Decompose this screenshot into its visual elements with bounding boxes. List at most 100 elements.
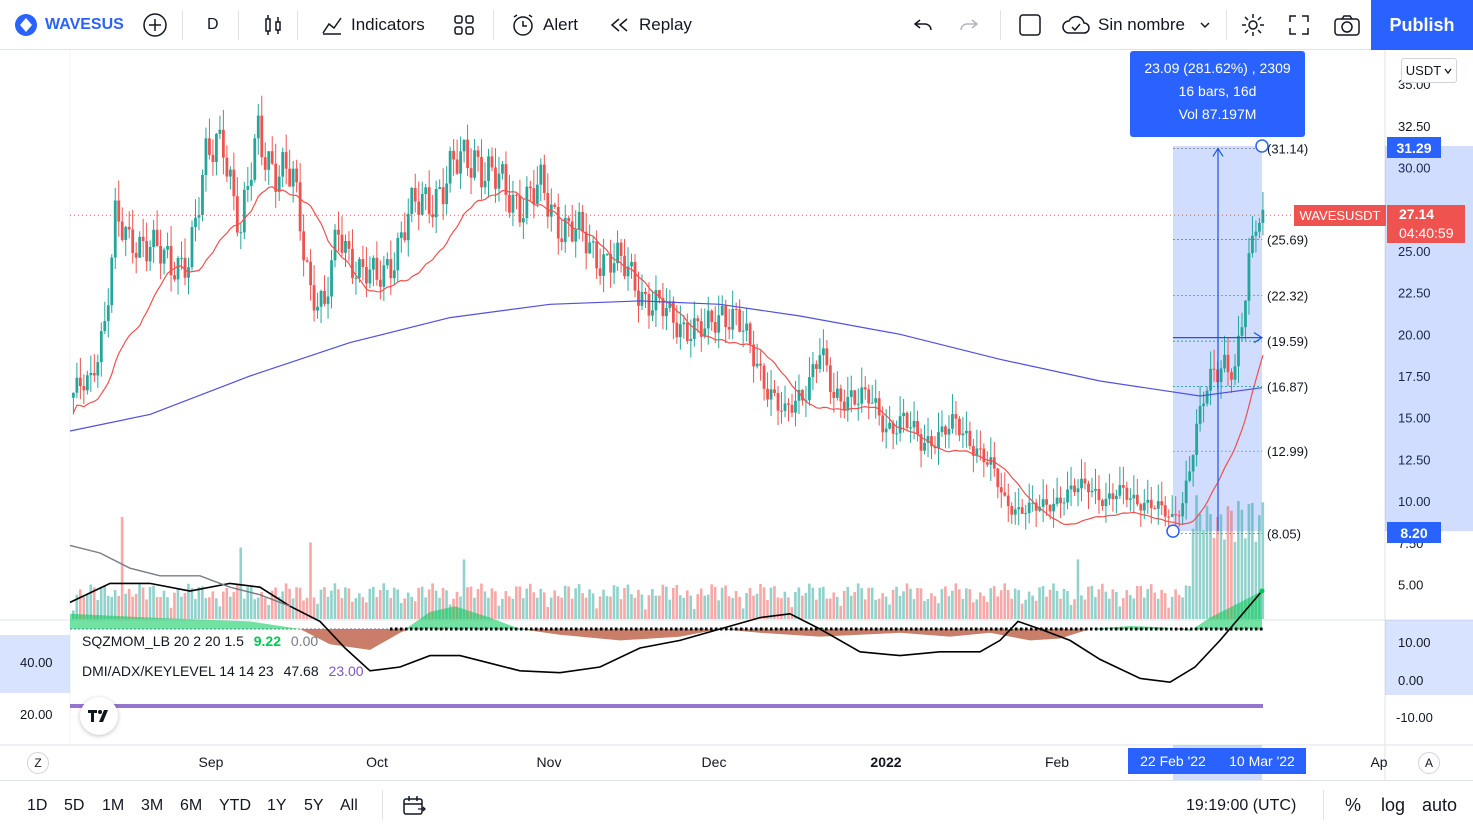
range-ytd[interactable]: YTD (219, 796, 251, 814)
candle-body (508, 194, 511, 213)
volume-bar (776, 597, 780, 619)
squeeze-dot (665, 627, 668, 631)
squeeze-dot (1255, 627, 1258, 631)
volume-bar (724, 585, 727, 619)
zoom-button[interactable]: Z (27, 752, 49, 774)
volume-bar (1111, 589, 1115, 619)
candle-body (201, 174, 204, 216)
candle-body (413, 187, 417, 202)
volume-bar (706, 594, 710, 619)
volume-bar (1121, 598, 1125, 619)
tradingview-logo-icon[interactable] (80, 697, 118, 735)
candle-body (448, 150, 452, 184)
fullscreen-layout-button[interactable] (1017, 0, 1043, 50)
interval-button[interactable]: D (207, 16, 219, 33)
fullscreen-button[interactable] (1287, 0, 1311, 50)
candle-body (501, 164, 504, 174)
volume-bar (874, 599, 877, 619)
currency-select[interactable]: USDT (1401, 58, 1457, 83)
percent-toggle[interactable]: % (1345, 795, 1362, 815)
volume-bar (1226, 506, 1230, 619)
layout-menu[interactable]: Sin nombre (1061, 0, 1211, 50)
range-5d[interactable]: 5D (64, 796, 85, 814)
candle-body (148, 247, 152, 262)
volume-bar (371, 586, 375, 619)
candle-body (867, 389, 871, 404)
range-1m[interactable]: 1M (102, 796, 125, 814)
settings-button[interactable] (1240, 0, 1266, 50)
squeeze-dot (450, 627, 453, 631)
candle-body (110, 257, 114, 306)
bar-countdown: 04:40:59 (1399, 225, 1454, 241)
volume-bar (909, 588, 912, 619)
candle-body (82, 386, 86, 391)
range-5y[interactable]: 5Y (304, 796, 324, 814)
sqzmom-legend[interactable]: SQZMOM_LB 20 2 20 1.5 9.22 0.00 (82, 633, 324, 649)
squeeze-dot (560, 627, 563, 631)
range-1y[interactable]: 1Y (267, 796, 287, 814)
candle-body (1202, 403, 1206, 407)
volume-bar (1115, 592, 1118, 619)
range-1d[interactable]: 1D (27, 796, 48, 814)
volume-bar (1080, 595, 1083, 619)
redo-button[interactable] (957, 0, 981, 50)
cloud-check-icon (1062, 15, 1090, 34)
go-to-date-button[interactable] (402, 781, 426, 829)
squeeze-dot (995, 627, 998, 631)
snapshot-button[interactable] (1333, 0, 1361, 50)
last-price-tag: 27.14 04:40:59 (1387, 205, 1465, 243)
candle-body (515, 194, 518, 196)
range-6m[interactable]: 6M (180, 796, 203, 814)
volume-bar (298, 587, 302, 619)
candle-body (511, 194, 515, 213)
candle-body (801, 389, 804, 401)
symbol-search[interactable]: WAVESUS (14, 0, 124, 50)
log-toggle[interactable]: log (1381, 795, 1406, 815)
squeeze-dot (1175, 627, 1178, 631)
volume-bar (173, 592, 176, 619)
squeeze-dot (870, 627, 873, 631)
candle-body (99, 331, 103, 363)
publish-button[interactable]: Publish (1371, 0, 1473, 50)
dmi-legend[interactable]: DMI/ADX/KEYLEVEL 14 14 23 47.68 23.00 (82, 663, 370, 679)
squeeze-dot (440, 627, 443, 631)
volume-bar (521, 598, 525, 619)
candle-body (337, 229, 340, 235)
candle-body (221, 129, 225, 158)
candle-body (1258, 222, 1261, 232)
squeeze-dot (730, 627, 733, 631)
candle-body (480, 156, 483, 188)
candle-body (835, 388, 839, 398)
squeeze-dot (595, 627, 598, 631)
candle-body (138, 236, 142, 258)
right-scale-highlight (1385, 620, 1473, 695)
candle-body (1209, 368, 1212, 391)
price-chart[interactable]: 35.0032.5030.0027.5025.0022.5020.0017.50… (0, 50, 1473, 780)
auto-toggle[interactable]: auto (1422, 795, 1458, 815)
candle-body (1170, 513, 1174, 517)
candle-body (745, 323, 749, 331)
squeeze-dot (750, 627, 753, 631)
candle-body (1184, 480, 1188, 504)
range-3m[interactable]: 3M (141, 796, 164, 814)
chart-type-button[interactable] (261, 0, 285, 50)
templates-button[interactable] (452, 0, 476, 50)
undo-button[interactable] (911, 0, 935, 50)
squeeze-dot (705, 627, 708, 631)
candle-body (326, 296, 330, 304)
alert-button[interactable]: Alert (510, 0, 578, 50)
price-tick: 20.00 (1398, 327, 1431, 342)
volume-bar (637, 589, 640, 619)
indicators-button[interactable]: Indicators (320, 0, 425, 50)
auto-scale-button[interactable]: A (1418, 752, 1440, 774)
volume-bar (382, 583, 386, 619)
volume-bar (710, 584, 713, 619)
candle-body (473, 150, 476, 178)
range-all[interactable]: All (340, 796, 358, 814)
compare-button[interactable] (142, 0, 168, 50)
replay-button[interactable]: Replay (608, 0, 692, 50)
volume-bar (884, 596, 888, 619)
clock[interactable]: 19:19:00 (UTC) (1186, 796, 1297, 814)
measure-end-date: 10 Mar '22 (1218, 748, 1306, 774)
volume-bar (330, 590, 333, 619)
